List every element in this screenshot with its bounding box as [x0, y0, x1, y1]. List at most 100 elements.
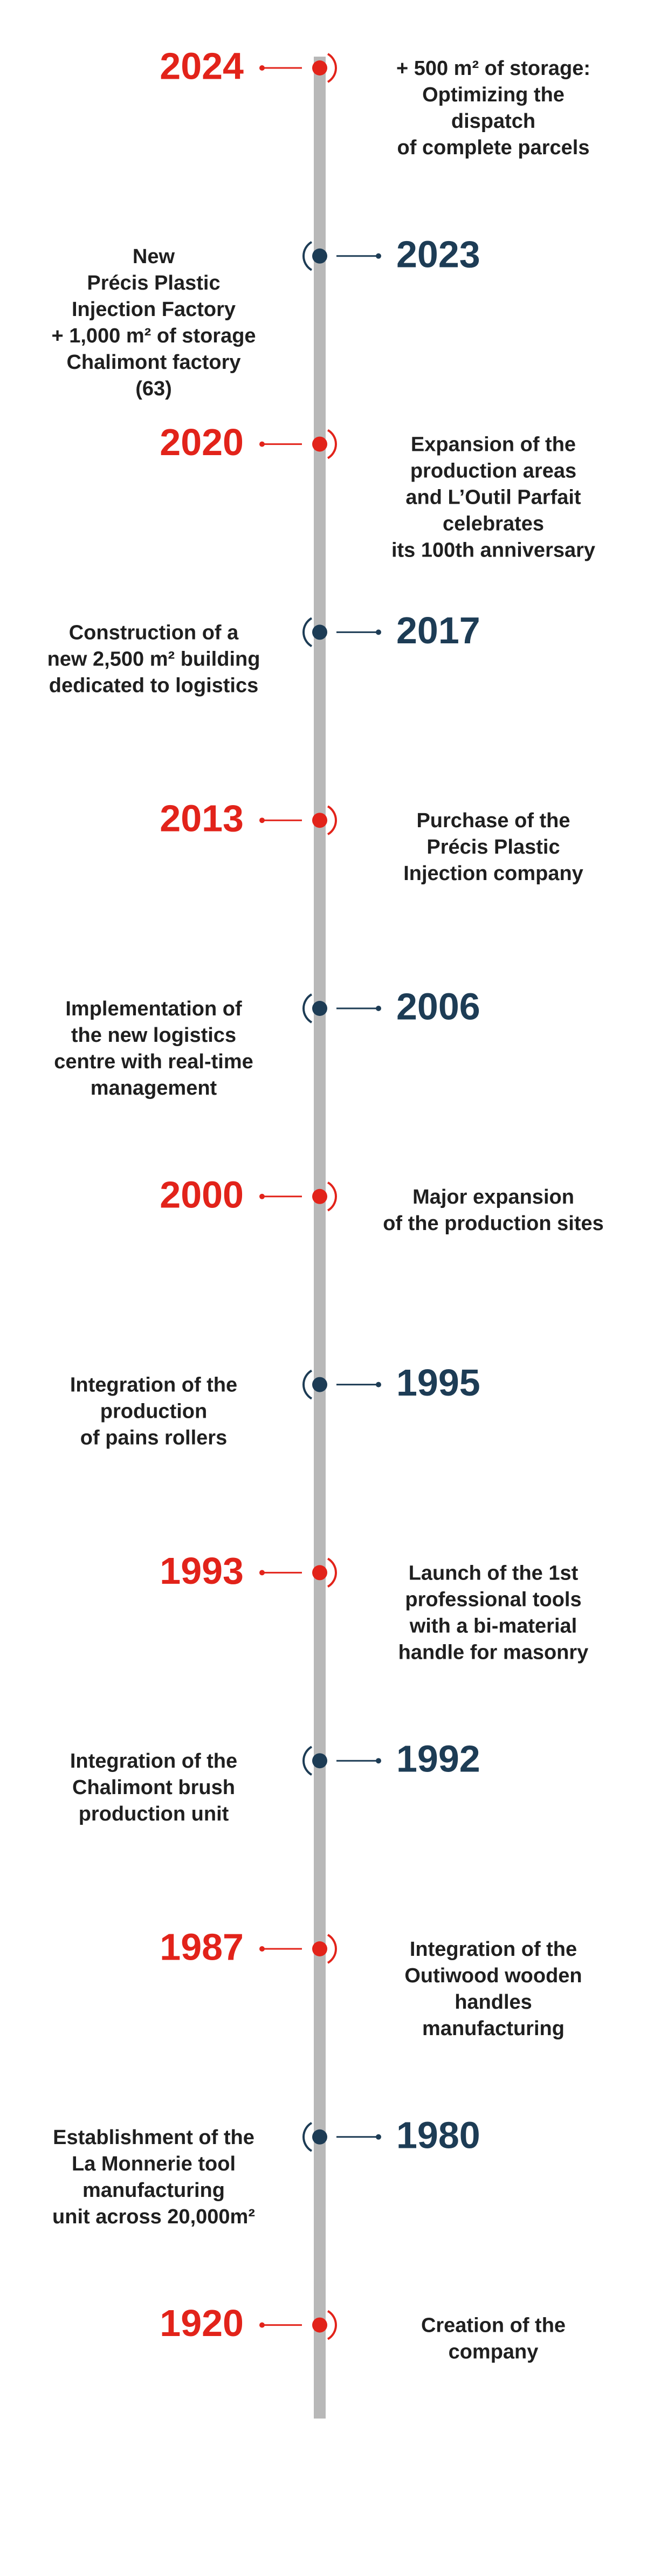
timeline-event: 2000 Major expansion of the production sit…: [160, 1173, 604, 1235]
connector-dot: [376, 253, 381, 259]
description-line: production areas: [410, 460, 576, 483]
connector-dot: [259, 1193, 265, 1199]
event-year: 1995: [396, 1362, 480, 1404]
description-line: the new logistics: [71, 1024, 236, 1047]
description-line: new 2,500 m² building: [47, 648, 260, 670]
event-year: 2023: [396, 233, 480, 275]
event-description: Integration of the Outiwood wooden handles…: [404, 1938, 582, 2040]
description-line: celebrates: [443, 513, 544, 535]
marker-arc: [327, 1934, 337, 1964]
description-line: with a bi-material: [409, 1615, 577, 1637]
description-line: professional tools: [405, 1588, 581, 1611]
marker-arc: [327, 429, 337, 459]
description-line: handle for masonry: [398, 1641, 589, 1664]
description-line: production unit: [79, 1803, 229, 1825]
connector-dot: [259, 1946, 265, 1952]
description-line: of the production sites: [383, 1212, 604, 1235]
timeline-event: 2024 + 500 m² of storage: Optimizing the di…: [160, 45, 590, 159]
event-year: 2017: [396, 609, 480, 651]
description-line: Précis Plastic: [87, 272, 220, 294]
marker-arc: [327, 1557, 337, 1588]
marker-arc: [327, 2310, 337, 2340]
event-description: Creation of the company: [421, 2314, 566, 2364]
marker-arc: [302, 1746, 313, 1776]
event-description: Integration of the Chalimont brush product…: [70, 1750, 237, 1825]
marker-dot: [312, 1753, 327, 1769]
timeline-event: 2013 Purchase of the Précis Plastic Injecti…: [160, 798, 583, 885]
description-line: dedicated to logistics: [49, 674, 259, 697]
marker-dot: [312, 248, 327, 264]
timeline-event: 2023 New Précis Plastic Injection Factory + …: [51, 233, 480, 400]
description-line: Integration of the: [70, 1750, 237, 1773]
marker-arc: [302, 993, 313, 1023]
description-line: production: [100, 1400, 207, 1423]
description-line: Chalimont brush: [72, 1776, 235, 1799]
event-description: + 500 m² of storage: Optimizing the dispat…: [396, 57, 590, 159]
marker-dot: [312, 2129, 327, 2145]
connector-dot: [376, 629, 381, 635]
event-description: Construction of a new 2,500 m² building de…: [47, 621, 260, 697]
timeline-event: 1980 Establishment of the La Monnerie tool…: [52, 2114, 480, 2228]
event-year: 1920: [160, 2302, 244, 2344]
description-line: Construction of a: [69, 621, 239, 644]
marker-arc: [302, 617, 313, 648]
description-line: Integration of the: [70, 1374, 237, 1397]
marker-arc: [302, 1369, 313, 1400]
connector-dot: [376, 1006, 381, 1011]
event-description: Purchase of the Précis Plastic Injection c…: [403, 809, 583, 885]
timeline-event: 1920 Creation of the company: [160, 2302, 566, 2364]
event-year: 2020: [160, 421, 244, 463]
timeline-event: 1987 Integration of the Outiwood wooden han…: [160, 1926, 582, 2040]
description-line: New: [133, 245, 175, 268]
description-line: La Monnerie tool: [72, 2153, 236, 2175]
marker-arc: [327, 1181, 337, 1212]
event-year: 1980: [396, 2114, 480, 2156]
connector-dot: [259, 65, 265, 71]
description-line: its 100th anniversary: [391, 539, 595, 562]
description-line: Implementation of: [65, 998, 242, 1020]
description-line: Chalimont factory: [66, 351, 240, 374]
event-description: Launch of the 1st professional tools with …: [398, 1562, 589, 1664]
marker-dot: [312, 1941, 327, 1956]
event-year: 1993: [160, 1550, 244, 1592]
description-line: Outiwood wooden: [404, 1964, 582, 1987]
description-line: (63): [135, 377, 172, 400]
marker-dot: [312, 624, 327, 640]
description-line: Injection company: [403, 862, 583, 885]
description-line: Purchase of the: [416, 809, 570, 832]
description-line: and L’Outil Parfait: [405, 486, 581, 509]
marker-arc: [302, 241, 313, 271]
description-line: Expansion of the: [411, 434, 576, 456]
description-line: Integration of the: [410, 1938, 577, 1961]
description-line: of complete parcels: [397, 136, 590, 159]
connector-dot: [376, 2134, 381, 2140]
event-description: Expansion of the production areas and L’Ou…: [391, 434, 595, 562]
description-line: company: [449, 2341, 539, 2364]
marker-dot: [312, 1001, 327, 1016]
description-line: Establishment of the: [53, 2126, 254, 2149]
marker-dot: [312, 1189, 327, 1204]
timeline-event: 2020 Expansion of the production areas and …: [160, 421, 595, 562]
event-description: Establishment of the La Monnerie tool manu…: [52, 2126, 255, 2228]
description-line: Précis Plastic: [426, 836, 560, 858]
description-line: Optimizing the: [422, 84, 565, 106]
marker-dot: [312, 1565, 327, 1581]
description-line: dispatch: [451, 110, 535, 133]
description-line: Creation of the: [421, 2314, 566, 2337]
description-line: Launch of the 1st: [409, 1562, 579, 1584]
marker-dot: [312, 813, 327, 828]
marker-dot: [312, 2317, 327, 2333]
description-line: handles: [455, 1991, 532, 2014]
description-line: of pains rollers: [80, 1427, 227, 1450]
event-description: Integration of the production of pains rol…: [70, 1374, 237, 1450]
event-description: Implementation of the new logistics centre…: [54, 998, 253, 1100]
event-year: 2000: [160, 1173, 244, 1215]
connector-dot: [259, 818, 265, 823]
marker-dot: [312, 436, 327, 452]
event-year: 2024: [160, 45, 244, 87]
marker-dot: [312, 60, 327, 75]
description-line: Major expansion: [412, 1186, 574, 1208]
connector-dot: [259, 1570, 265, 1576]
